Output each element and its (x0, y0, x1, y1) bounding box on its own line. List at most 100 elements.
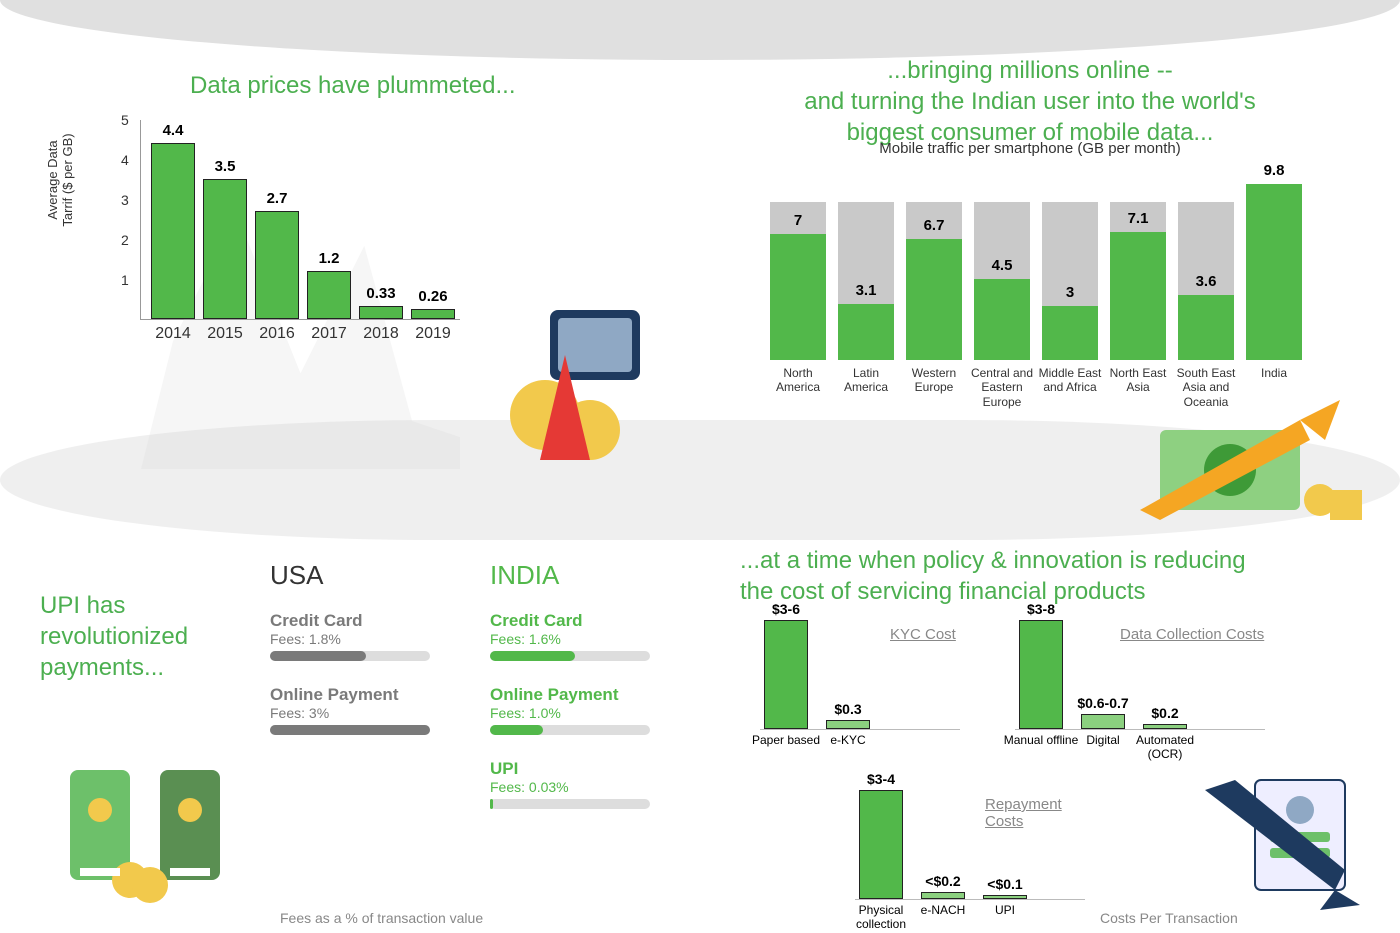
fee-value: Fees: 1.0% (490, 705, 670, 721)
cost-bar: <$0.1UPI (983, 790, 1027, 899)
fee-bar-bg (270, 651, 430, 661)
sim-coin-illus (470, 300, 670, 470)
cost-bar: $0.6-0.7Digital (1081, 620, 1125, 729)
traffic-col: 3.1Latin America (838, 180, 894, 360)
fee-name: Credit Card (490, 611, 670, 631)
tariff-xtick: 2018 (359, 325, 403, 343)
fee-item: Credit CardFees: 1.8% (270, 611, 450, 661)
cost-xlabel: Automated (OCR) (1125, 733, 1205, 761)
tariff-ytick: 1 (121, 272, 129, 288)
usa-header: USA (270, 560, 450, 591)
tariff-bar: 0.26 (411, 309, 455, 319)
traffic-xlabel: Central and Eastern Europe (970, 366, 1034, 409)
traffic-value: 9.8 (1246, 162, 1302, 179)
cost-plot: $3-4Physical collection<$0.2e-NACH<$0.1U… (855, 790, 1085, 900)
tariff-title: Data prices have plummeted... (190, 70, 516, 101)
cost-group: KYC Cost$3-6Paper based$0.3e-KYC (760, 620, 960, 730)
traffic-xlabel: India (1242, 366, 1306, 380)
cost-bar-inner: $0.2 (1143, 724, 1187, 729)
cost-value: <$0.1 (965, 876, 1045, 892)
costs-title: ...at a time when policy & innovation is… (740, 545, 1340, 607)
traffic-col: 7North America (770, 180, 826, 360)
upi-title: UPI has revolutionized payments... (40, 590, 188, 684)
cost-xlabel: UPI (965, 903, 1045, 917)
fee-item: Credit CardFees: 1.6% (490, 611, 670, 661)
phone-coins-illus (30, 740, 260, 910)
cost-bar: $0.3e-KYC (826, 620, 870, 729)
tariff-chart: Average Data Tarrif ($ per GB) 123454.42… (100, 120, 460, 350)
cost-bar-inner: $3-6 (764, 620, 808, 729)
tariff-ytick: 5 (121, 112, 129, 128)
cost-bar: $3-6Paper based (764, 620, 808, 729)
tariff-bar-value: 0.26 (418, 288, 447, 305)
traffic-col: 7.1North East Asia (1110, 180, 1166, 360)
fee-bar-fg (490, 799, 493, 809)
fee-bar-fg (490, 725, 543, 735)
traffic-value: 6.7 (906, 217, 962, 234)
tariff-bar-value: 3.5 (215, 158, 236, 175)
tariff-bar: 2.7 (255, 211, 299, 319)
traffic-bar-fg (770, 234, 826, 360)
tariff-xtick: 2014 (151, 325, 195, 343)
traffic-bar-fg (1246, 184, 1302, 360)
traffic-col: 6.7Western Europe (906, 180, 962, 360)
tariff-xtick: 2017 (307, 325, 351, 343)
growth-arrow-illus (1100, 390, 1380, 540)
tariff-ytick: 2 (121, 232, 129, 248)
tariff-bar-value: 0.33 (366, 285, 395, 302)
fee-bar-fg (270, 651, 366, 661)
tariff-ylabel: Average Data Tarrif ($ per GB) (45, 120, 75, 240)
cost-bar-inner: $0.6-0.7 (1081, 714, 1125, 729)
fee-name: Credit Card (270, 611, 450, 631)
cost-bar: $0.2Automated (OCR) (1143, 620, 1187, 729)
traffic-xlabel: Latin America (834, 366, 898, 395)
traffic-value: 3.1 (838, 282, 894, 299)
tariff-xtick: 2015 (203, 325, 247, 343)
traffic-bar-fg (838, 304, 894, 360)
traffic-xlabel: North America (766, 366, 830, 395)
traffic-value: 3 (1042, 284, 1098, 301)
fee-name: UPI (490, 759, 670, 779)
cost-group: Data Collection Costs$3-8Manual offline$… (1015, 620, 1265, 730)
fee-bar-bg (270, 725, 430, 735)
bg-wave-top (0, 0, 1400, 60)
fee-bar-fg (270, 725, 430, 735)
traffic-bar-fg (1110, 232, 1166, 360)
cost-xlabel: e-KYC (808, 733, 888, 747)
fees-india-col: INDIA Credit CardFees: 1.6% Online Paymen… (490, 560, 670, 833)
fee-item: UPIFees: 0.03% (490, 759, 670, 809)
fee-name: Online Payment (490, 685, 670, 705)
cost-value: $0.3 (808, 701, 888, 717)
fee-item: Online PaymentFees: 1.0% (490, 685, 670, 735)
fee-bar-bg (490, 799, 650, 809)
tariff-bar-value: 1.2 (319, 250, 340, 267)
cost-bar-inner: $0.3 (826, 720, 870, 729)
india-header: INDIA (490, 560, 670, 591)
traffic-xlabel: Middle East and Africa (1038, 366, 1102, 395)
cost-bar-inner: $3-8 (1019, 620, 1063, 729)
cost-bar: $3-8Manual offline (1019, 620, 1063, 729)
traffic-col: 9.8India (1246, 180, 1302, 360)
cost-bar-inner: <$0.2 (921, 892, 965, 899)
upi-caption: Fees as a % of transaction value (280, 910, 483, 926)
traffic-col: 4.5Central and Eastern Europe (974, 180, 1030, 360)
cost-bar: $3-4Physical collection (859, 790, 903, 899)
traffic-col: 3.6South East Asia and Oceania (1178, 180, 1234, 360)
traffic-chart: 7North America3.1Latin America6.7Western… (770, 160, 1330, 400)
tariff-ytick: 4 (121, 152, 129, 168)
tariff-bar-value: 2.7 (267, 190, 288, 207)
fee-bar-bg (490, 651, 650, 661)
fee-value: Fees: 3% (270, 705, 450, 721)
fee-value: Fees: 1.8% (270, 631, 450, 647)
cost-bar-inner: <$0.1 (983, 895, 1027, 899)
fee-name: Online Payment (270, 685, 450, 705)
traffic-bar-fg (1042, 306, 1098, 360)
traffic-xlabel: Western Europe (902, 366, 966, 395)
tariff-bar: 4.4 (151, 143, 195, 319)
cost-bar-inner: $3-4 (859, 790, 903, 899)
cost-plot: $3-8Manual offline $0.6-0.7Digital $0.2Aut… (1015, 620, 1265, 730)
cost-value: $3-8 (1001, 601, 1081, 617)
tariff-xtick: 2019 (411, 325, 455, 343)
traffic-bar-fg (1178, 295, 1234, 360)
traffic-value: 7.1 (1110, 210, 1166, 227)
